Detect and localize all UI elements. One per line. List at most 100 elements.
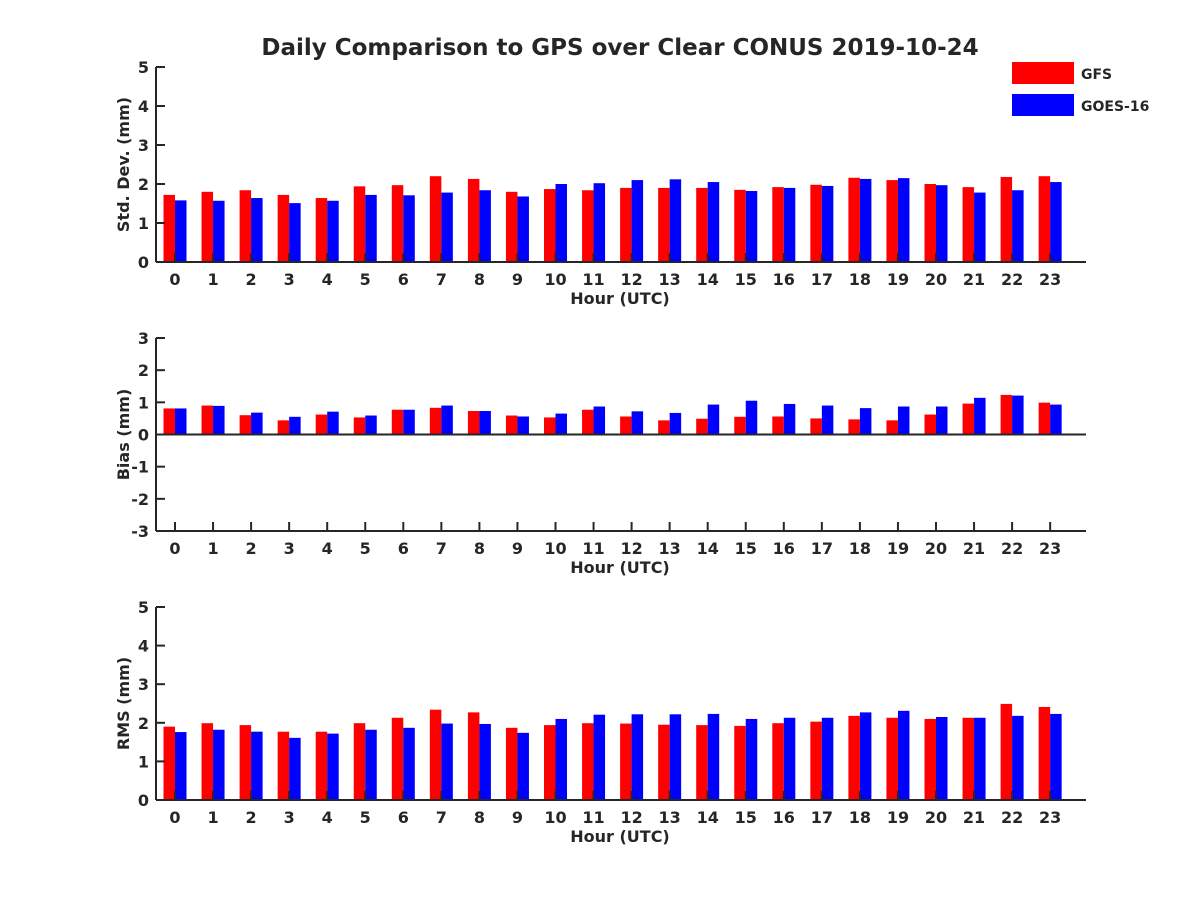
std-dev-bar-gfs-0 <box>163 194 175 262</box>
rms-bar-goes16-13 <box>669 714 682 800</box>
bias-x-tick-label: 18 <box>849 539 871 558</box>
bias-bar-goes16-2 <box>251 412 263 435</box>
rms-y-tick-label: 3 <box>138 675 149 694</box>
bias-x-tick-label: 14 <box>697 539 719 558</box>
rms-bar-gfs-21 <box>962 717 975 800</box>
rms-bar-goes16-14 <box>707 713 720 800</box>
bias-bar-gfs-10 <box>544 417 556 435</box>
rms-bar-gfs-14 <box>696 725 708 800</box>
rms-bar-gfs-16 <box>772 723 784 800</box>
rms-bar-goes16-21 <box>974 717 986 800</box>
bias-bar-gfs-0 <box>163 408 175 435</box>
std-dev-x-tick-label: 7 <box>436 270 447 289</box>
std-dev-bar-gfs-19 <box>886 180 898 262</box>
bias-bar-gfs-23 <box>1038 402 1051 435</box>
std-dev-x-tick-label: 2 <box>246 270 257 289</box>
rms-x-tick-label: 14 <box>697 808 719 827</box>
bias-bar-goes16-14 <box>707 404 720 435</box>
rms-x-tick-label: 5 <box>360 808 371 827</box>
std-dev-bar-gfs-17 <box>810 184 822 262</box>
rms-bar-gfs-5 <box>353 723 366 800</box>
bias-bar-gfs-17 <box>810 418 822 435</box>
std-dev-x-tick-label: 4 <box>322 270 333 289</box>
bias-bar-goes16-13 <box>669 412 682 435</box>
std-dev-bar-goes16-15 <box>745 191 758 262</box>
bias-bar-goes16-22 <box>1012 395 1024 435</box>
rms-x-tick-label: 20 <box>925 808 947 827</box>
rms-bar-gfs-19 <box>886 717 898 800</box>
std-dev-bar-goes16-22 <box>1012 190 1024 262</box>
bias-bar-gfs-5 <box>353 417 366 435</box>
rms-bar-goes16-3 <box>289 737 301 800</box>
bias-x-tick-label: 2 <box>246 539 257 558</box>
std-dev-bar-goes16-19 <box>897 178 910 262</box>
bias-y-tick-label: -1 <box>131 458 149 477</box>
rms-bar-gfs-12 <box>620 723 632 800</box>
rms-bar-goes16-22 <box>1012 715 1024 800</box>
rms-x-tick-label: 23 <box>1039 808 1061 827</box>
std-dev-y-tick-label: 4 <box>138 97 149 116</box>
bias-bar-goes16-11 <box>593 406 606 435</box>
std-dev-x-tick-label: 22 <box>1001 270 1023 289</box>
std-dev-bar-gfs-18 <box>848 177 860 262</box>
bias-bar-goes16-6 <box>403 409 415 435</box>
std-dev-bar-gfs-22 <box>1000 176 1013 262</box>
bias-x-tick-label: 22 <box>1001 539 1023 558</box>
legend-swatch-goes <box>1012 94 1074 116</box>
std-dev-bar-gfs-21 <box>962 187 975 262</box>
bias-y-tick-label: 3 <box>138 329 149 348</box>
rms-x-tick-label: 10 <box>544 808 566 827</box>
std-dev-bar-goes16-0 <box>175 200 187 262</box>
rms-x-tick-label: 6 <box>398 808 409 827</box>
rms-bar-gfs-20 <box>924 718 936 800</box>
rms-x-tick-label: 2 <box>246 808 257 827</box>
rms-bar-goes16-12 <box>631 714 644 800</box>
bias-x-tick-label: 6 <box>398 539 409 558</box>
bias-bar-goes16-21 <box>974 397 986 435</box>
std-dev-bar-goes16-6 <box>403 195 415 262</box>
std-dev-bar-goes16-12 <box>631 180 644 262</box>
bias-x-tick-label: 15 <box>735 539 757 558</box>
rms-x-tick-label: 8 <box>474 808 485 827</box>
std-dev-bar-gfs-6 <box>391 185 404 262</box>
std-dev-y-tick-label: 5 <box>138 58 149 77</box>
std-dev-bar-goes16-9 <box>517 196 529 262</box>
bias-bar-goes16-7 <box>441 405 453 435</box>
std-dev-bar-goes16-7 <box>441 192 453 262</box>
bias-bar-goes16-9 <box>517 416 529 435</box>
bias-bar-gfs-15 <box>734 416 746 435</box>
std-dev-bar-gfs-7 <box>429 176 442 262</box>
rms-y-tick-label: 2 <box>138 714 149 733</box>
std-dev-bar-goes16-23 <box>1050 182 1062 262</box>
bias-bar-gfs-22 <box>1000 394 1013 435</box>
bias-x-tick-label: 8 <box>474 539 485 558</box>
std-dev-bar-goes16-1 <box>213 200 225 262</box>
bias-y-axis-label: Bias (mm) <box>114 389 133 481</box>
bias-bar-gfs-1 <box>201 405 214 435</box>
std-dev-x-tick-label: 11 <box>582 270 604 289</box>
bias-x-tick-label: 16 <box>773 539 795 558</box>
bias-x-tick-label: 7 <box>436 539 447 558</box>
bias-x-tick-label: 23 <box>1039 539 1061 558</box>
rms-x-tick-label: 15 <box>735 808 757 827</box>
bias-x-tick-label: 12 <box>620 539 642 558</box>
std-dev-y-tick-label: 3 <box>138 136 149 155</box>
rms-y-tick-label: 0 <box>138 791 149 810</box>
std-dev-bar-goes16-11 <box>593 183 606 262</box>
bias-x-tick-label: 9 <box>512 539 523 558</box>
std-dev-x-tick-label: 18 <box>849 270 871 289</box>
std-dev-bar-goes16-21 <box>974 192 986 262</box>
rms-x-tick-label: 22 <box>1001 808 1023 827</box>
std-dev-bar-goes16-20 <box>936 185 948 262</box>
rms-x-tick-label: 19 <box>887 808 909 827</box>
rms-y-tick-label: 5 <box>138 598 149 617</box>
bias-bar-goes16-23 <box>1050 404 1062 435</box>
rms-x-tick-label: 4 <box>322 808 333 827</box>
bias-bar-goes16-17 <box>821 405 834 435</box>
std-dev-y-tick-label: 2 <box>138 175 149 194</box>
std-dev-bar-gfs-14 <box>696 187 708 262</box>
bias-bar-gfs-2 <box>239 415 252 435</box>
bias-x-tick-label: 0 <box>169 539 180 558</box>
chart-title: Daily Comparison to GPS over Clear CONUS… <box>261 35 978 61</box>
